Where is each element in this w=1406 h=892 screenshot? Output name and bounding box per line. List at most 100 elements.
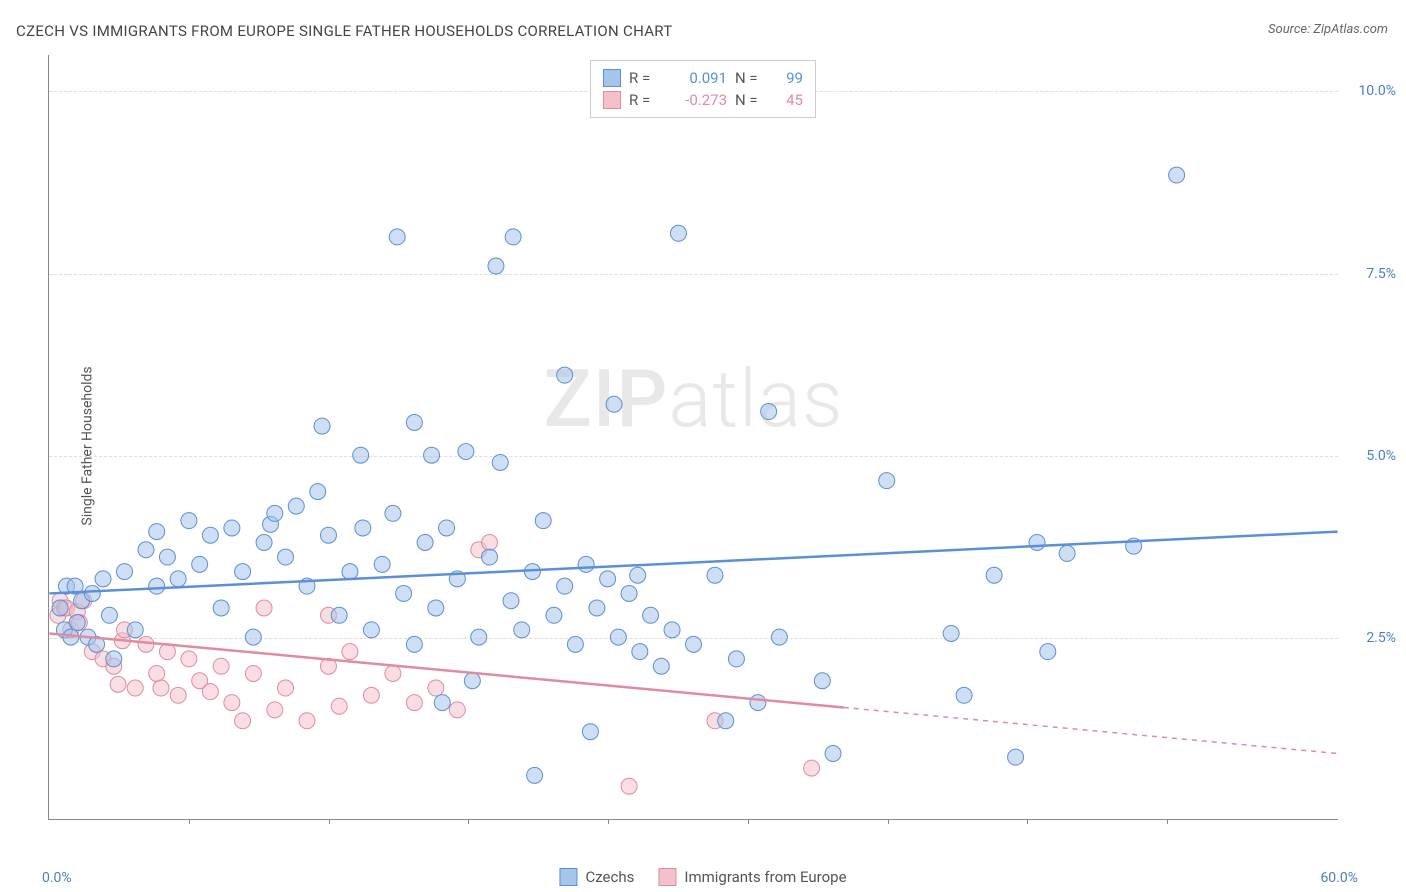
n-label: N = [735, 69, 765, 87]
plot-area: ZIPatlas [48, 55, 1338, 820]
data-point [557, 367, 573, 383]
data-point [374, 556, 390, 572]
chart-title: CZECH VS IMMIGRANTS FROM EUROPE SINGLE F… [16, 22, 673, 40]
data-point [331, 698, 347, 714]
data-point [417, 535, 433, 551]
data-point [406, 695, 422, 711]
data-point [363, 622, 379, 638]
y-tick-label: 7.5% [1366, 266, 1396, 282]
data-point [278, 680, 294, 696]
data-point [213, 600, 229, 616]
y-tick-label: 5.0% [1366, 448, 1396, 464]
data-point [1169, 167, 1185, 183]
data-point [728, 651, 744, 667]
r-label: R = [629, 91, 659, 109]
data-point [804, 760, 820, 776]
data-point [557, 578, 573, 594]
data-point [471, 629, 487, 645]
data-point [1040, 644, 1056, 660]
data-point [353, 447, 369, 463]
data-point [578, 556, 594, 572]
swatch-immigrants [603, 91, 621, 109]
data-point [621, 778, 637, 794]
data-point [761, 404, 777, 420]
data-point [600, 571, 616, 587]
data-point [299, 713, 315, 729]
data-point [342, 564, 358, 580]
data-point [245, 629, 261, 645]
data-point [514, 622, 530, 638]
data-point [149, 665, 165, 681]
data-point [181, 651, 197, 667]
data-point [355, 520, 371, 536]
swatch-czechs [603, 69, 621, 87]
data-point [84, 585, 100, 601]
data-point [224, 695, 240, 711]
data-point [385, 505, 401, 521]
r-value-czechs: 0.091 [667, 69, 727, 87]
data-point [278, 549, 294, 565]
data-point [1059, 545, 1075, 561]
data-point [127, 680, 143, 696]
data-point [1029, 535, 1045, 551]
data-point [101, 607, 117, 623]
n-label: N = [735, 91, 765, 109]
data-point [567, 636, 583, 652]
r-value-immigrants: -0.273 [667, 91, 727, 109]
data-point [138, 542, 154, 558]
data-point [424, 447, 440, 463]
data-point [482, 549, 498, 565]
data-point [606, 396, 622, 412]
data-point [127, 622, 143, 638]
series-legend: Czechs Immigrants from Europe [559, 868, 846, 886]
data-point [256, 600, 272, 616]
r-label: R = [629, 69, 659, 87]
source-attribution: Source: ZipAtlas.com [1268, 22, 1388, 37]
data-point [213, 658, 229, 674]
data-point [314, 418, 330, 434]
data-point [535, 513, 551, 529]
data-point [505, 229, 521, 245]
data-point [825, 746, 841, 762]
data-point [117, 564, 133, 580]
data-point [331, 607, 347, 623]
data-point [653, 658, 669, 674]
data-point [153, 680, 169, 696]
data-point [750, 695, 766, 711]
data-point [956, 687, 972, 703]
data-point [106, 651, 122, 667]
data-point [527, 767, 543, 783]
y-tick-label: 2.5% [1366, 630, 1396, 646]
data-point [170, 571, 186, 587]
data-point [428, 680, 444, 696]
trend-line [49, 532, 1337, 594]
data-point [110, 676, 126, 692]
data-point [686, 636, 702, 652]
data-point [488, 258, 504, 274]
legend-item-czechs: Czechs [559, 868, 634, 886]
data-point [192, 556, 208, 572]
data-point [406, 414, 422, 430]
data-point [406, 636, 422, 652]
data-point [439, 520, 455, 536]
data-point [267, 505, 283, 521]
data-point [202, 527, 218, 543]
data-point [149, 524, 165, 540]
legend-label-immigrants: Immigrants from Europe [684, 868, 846, 886]
data-point [670, 225, 686, 241]
data-point [235, 564, 251, 580]
data-point [170, 687, 186, 703]
x-tick-label: 0.0% [42, 870, 72, 886]
data-point [428, 600, 444, 616]
data-point [492, 454, 508, 470]
data-point [718, 713, 734, 729]
swatch-immigrants [658, 868, 676, 886]
data-point [1008, 749, 1024, 765]
data-point [181, 513, 197, 529]
data-point [320, 527, 336, 543]
data-point [256, 535, 272, 551]
data-point [52, 600, 68, 616]
data-point [632, 644, 648, 660]
data-point [503, 593, 519, 609]
swatch-czechs [559, 868, 577, 886]
